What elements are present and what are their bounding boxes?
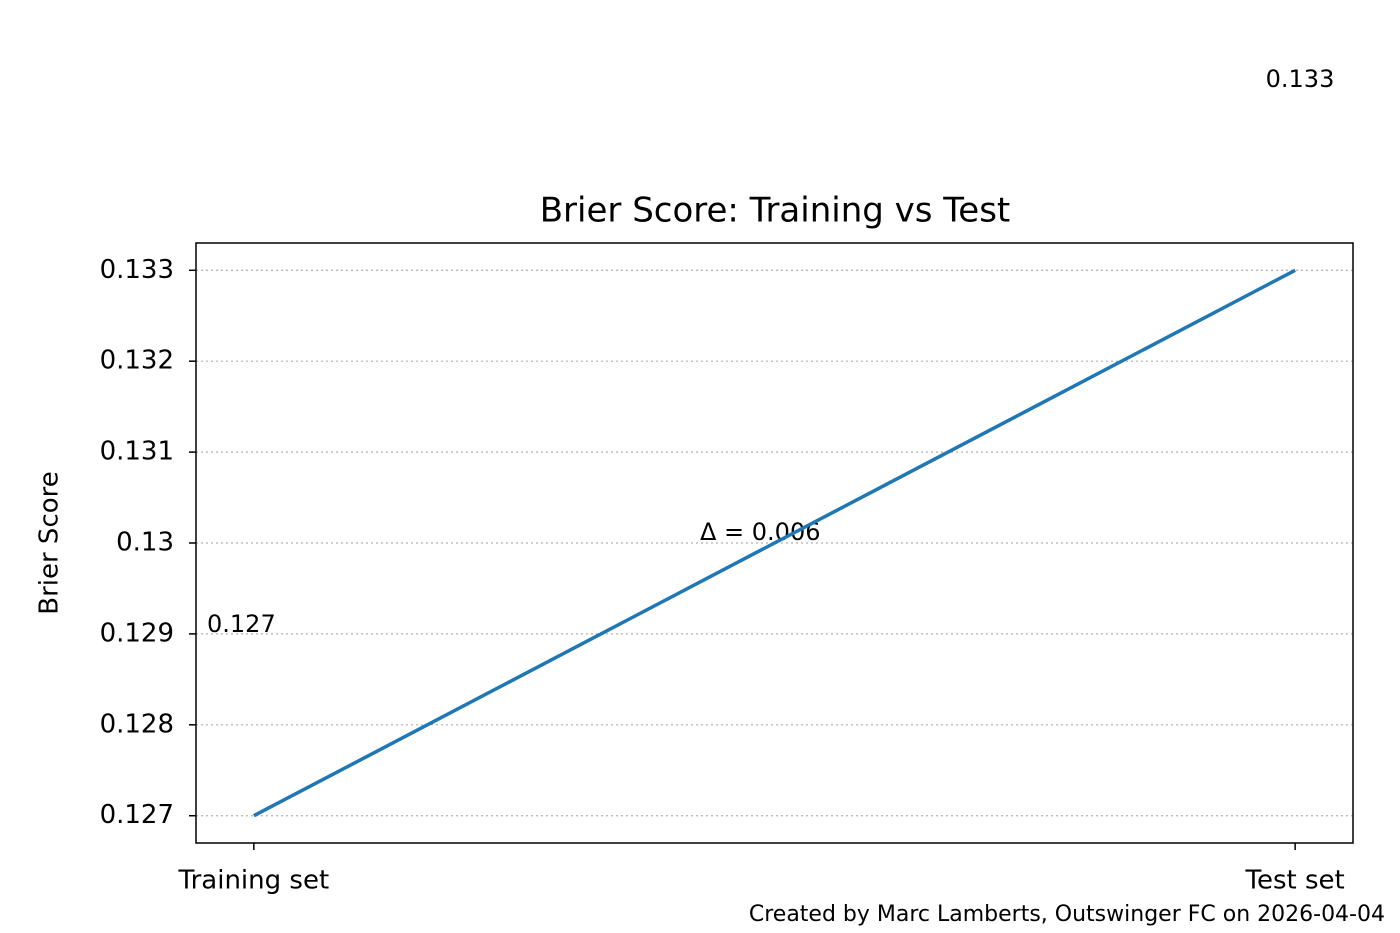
data-label: 0.133	[1266, 65, 1335, 93]
y-tick-label: 0.129	[100, 618, 174, 648]
y-tick-label: 0.133	[100, 255, 174, 285]
plot-frame	[195, 242, 1354, 844]
annotation: Δ = 0.006	[700, 518, 821, 546]
footer: Created by Marc Lamberts, Outswinger FC …	[749, 902, 1385, 927]
x-tick-label: Test set	[1245, 866, 1345, 896]
y-tick-label: 0.131	[100, 437, 174, 467]
line	[253, 268, 1296, 818]
y-tick-label: 0.128	[100, 709, 174, 739]
y-tick-label: 0.127	[100, 800, 174, 830]
y-tick-label: 0.13	[116, 528, 174, 558]
x-tick-label: Training set	[178, 866, 330, 896]
chart-title: Brier Score: Training vs Test	[540, 191, 1011, 231]
data-label: 0.127	[207, 610, 276, 638]
y-tick-label: 0.132	[100, 346, 174, 376]
y-axis-label: Brier Score	[35, 471, 65, 615]
